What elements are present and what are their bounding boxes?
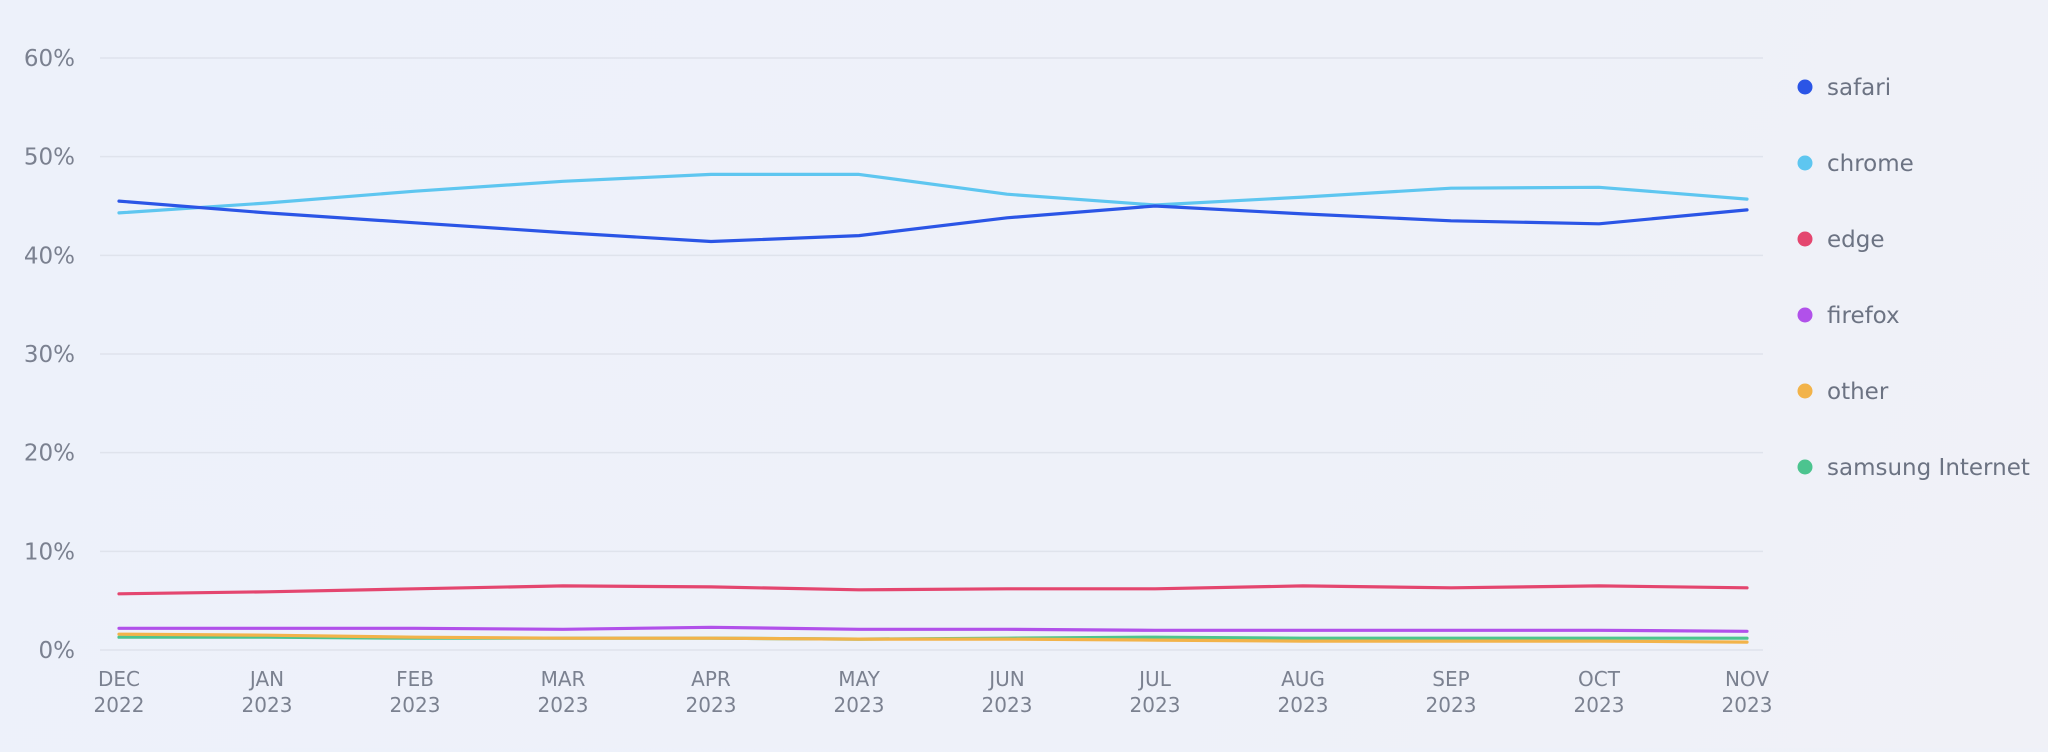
x-tick-month: JUN [987,667,1025,691]
x-tick-year: 2023 [1130,693,1181,717]
x-axis-ticks: DEC2022JAN2023FEB2023MAR2023APR2023MAY20… [94,667,1773,717]
y-tick-label: 20% [24,441,75,467]
legend-label: firefox [1827,303,1900,329]
y-axis-ticks: 0% 10% 20% 30% 40% 50% 60% [24,46,75,664]
y-tick-label: 40% [24,243,75,269]
legend-label: other [1827,379,1889,405]
legend: safari chrome edge firefox other samsung Inte… [1797,75,2030,481]
x-tick-year: 2023 [1278,693,1329,717]
gridlines [100,57,1763,651]
legend-marker [1797,459,1813,475]
series-line-safari [117,199,1749,244]
legend-item-samsung-internet[interactable]: samsung Internet [1797,455,2030,481]
x-tick-year: 2023 [982,693,1033,717]
x-tick-year: 2023 [1722,693,1773,717]
legend-label: chrome [1827,151,1914,177]
x-tick-month: JAN [248,667,284,691]
x-tick-year: 2023 [1574,693,1625,717]
x-tick-month: DEC [98,667,140,691]
series-line-other [117,632,1749,644]
x-tick-month: APR [691,667,731,691]
legend-marker [1797,383,1813,399]
x-tick-month: FEB [396,667,434,691]
x-tick-year: 2023 [686,693,737,717]
legend-item-safari[interactable]: safari [1797,75,1892,101]
y-tick-label: 60% [24,46,75,72]
legend-item-firefox[interactable]: firefox [1797,303,1900,329]
y-tick-label: 0% [39,638,76,664]
legend-marker [1797,79,1813,95]
series-line-chrome [117,172,1749,215]
x-tick-month: OCT [1578,667,1621,691]
x-tick-year: 2023 [390,693,441,717]
series-line-edge [117,584,1749,596]
legend-label: edge [1827,227,1885,253]
x-tick-year: 2022 [94,693,145,717]
legend-item-other[interactable]: other [1797,379,1889,405]
legend-item-chrome[interactable]: chrome [1797,151,1914,177]
x-tick-month: AUG [1281,667,1325,691]
y-tick-label: 10% [24,539,75,565]
legend-label: samsung Internet [1827,455,2030,481]
legend-marker [1797,231,1813,247]
x-tick-year: 2023 [834,693,885,717]
x-tick-year: 2023 [538,693,589,717]
x-tick-year: 2023 [1426,693,1477,717]
x-tick-month: JUL [1137,667,1172,691]
x-tick-month: MAY [838,667,880,691]
series-lines [117,172,1749,644]
series-line-firefox [117,625,1749,633]
legend-label: safari [1827,75,1891,101]
y-tick-label: 50% [24,145,75,171]
x-tick-month: SEP [1432,667,1469,691]
legend-item-edge[interactable]: edge [1797,227,1885,253]
legend-marker [1797,155,1813,171]
x-tick-year: 2023 [242,693,293,717]
y-tick-label: 30% [24,342,75,368]
legend-marker [1797,307,1813,323]
x-tick-month: NOV [1725,667,1769,691]
x-tick-month: MAR [541,667,586,691]
